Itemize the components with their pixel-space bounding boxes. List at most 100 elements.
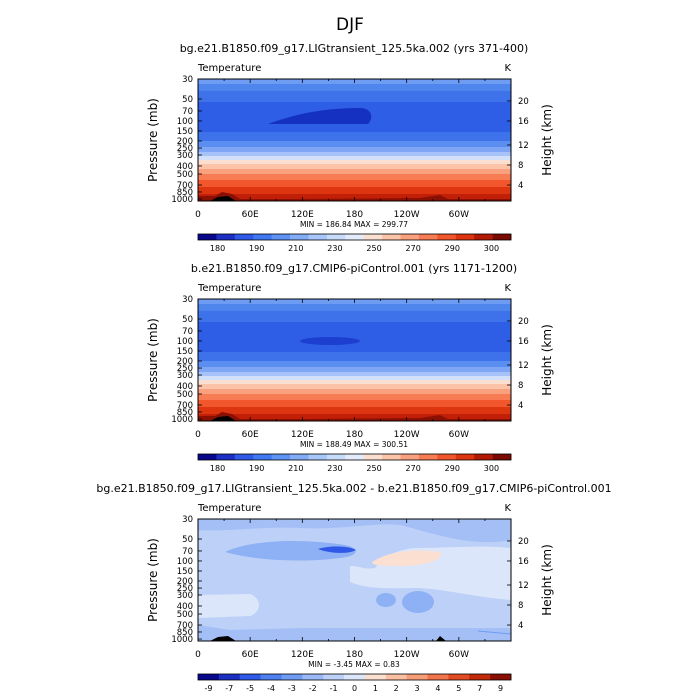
panel-1-right-label: K bbox=[504, 63, 511, 74]
panel-1-ylabel: Pressure (mb) bbox=[146, 98, 160, 182]
panel-1-colorbar-swatch bbox=[198, 234, 217, 240]
panel-3-left-label: Temperature bbox=[197, 503, 261, 514]
panel-2-colorbar-label: 180 bbox=[210, 464, 225, 473]
panel-3-y-tick-label: 100 bbox=[177, 557, 193, 567]
panel-3-y-tick-label: 150 bbox=[177, 567, 193, 577]
panel-1-colorbar-label: 230 bbox=[327, 244, 342, 253]
panel-2-y-tick-label: 250 bbox=[177, 364, 193, 374]
panel-2-colorbar-swatch bbox=[363, 454, 383, 460]
panel-1-colorbar-swatch bbox=[290, 234, 309, 240]
panel-1-y-tick-label: 500 bbox=[177, 170, 193, 180]
panel-3-colorbar-label: 2 bbox=[394, 684, 399, 693]
panel-3-colorbar-swatch bbox=[385, 674, 407, 680]
panel-3-ylabel: Pressure (mb) bbox=[146, 538, 160, 622]
panel-3-colorbar-swatch bbox=[448, 674, 470, 680]
panel-3-colorbar-label: -9 bbox=[204, 684, 212, 693]
panel-1-height-tick-label: 4 bbox=[518, 181, 523, 191]
panel-3-y-tick-label: 300 bbox=[177, 591, 193, 601]
panel-1-height-tick-label: 8 bbox=[518, 161, 523, 171]
panel-2-height-tick-label: 16 bbox=[518, 337, 529, 347]
panel-2-x-tick-label: 180 bbox=[346, 430, 363, 440]
panel-3-colorbar-swatch bbox=[406, 674, 428, 680]
panel-2-ylabel-right: Height (km) bbox=[540, 324, 554, 395]
panel-3-right-label: K bbox=[504, 503, 511, 514]
panel-1-colorbar-label: 190 bbox=[249, 244, 264, 253]
panel-1-x-tick-label: 60E bbox=[242, 210, 259, 220]
panel-2-y-tick-label: 70 bbox=[182, 327, 193, 337]
panel-3-height-tick-label: 12 bbox=[518, 581, 529, 591]
panel-1-stats: MIN = 186.84 MAX = 299.77 bbox=[300, 220, 408, 229]
panel-1-x-tick-label: 0 bbox=[195, 210, 201, 220]
panel-2-y-tick-label: 700 bbox=[177, 401, 193, 411]
panel-1-colorbar-swatch bbox=[382, 234, 401, 240]
panel-2-colorbar-label: 270 bbox=[406, 464, 421, 473]
panel-1-colorbar-swatch bbox=[474, 234, 493, 240]
panel-2-colorbar-swatch bbox=[271, 454, 291, 460]
panel-1-y-tick-label: 200 bbox=[177, 137, 193, 147]
panel-2-y-tick-label: 300 bbox=[177, 371, 193, 381]
panel-2-y-tick-label: 400 bbox=[177, 382, 193, 392]
panel-3-colorbar-label: 5 bbox=[456, 684, 461, 693]
panel-3-colorbar-swatch bbox=[198, 674, 220, 680]
panel-3-colorbar-label: -3 bbox=[288, 684, 296, 693]
panel-3-height-tick-label: 20 bbox=[518, 537, 529, 547]
panel-2-colorbar-swatch bbox=[474, 454, 493, 460]
panel-3-colorbar-frame bbox=[197, 673, 512, 681]
panel-1-colorbar-swatch bbox=[308, 234, 328, 240]
panel-3-x-tick-label: 120W bbox=[394, 650, 420, 660]
panel-1-colorbar-swatch bbox=[271, 234, 291, 240]
panel-1-x-tick-label: 120W bbox=[394, 210, 420, 220]
panel-3-x-tick-label: 60W bbox=[449, 650, 469, 660]
panel-2-colorbar-swatch bbox=[234, 454, 254, 460]
panel-2-y-tick-label: 850 bbox=[177, 408, 193, 418]
panel-2-colorbar-swatch bbox=[308, 454, 328, 460]
panel-1-colorbar-swatch bbox=[492, 234, 512, 240]
panel-3-plot bbox=[198, 519, 511, 641]
panel-1-y-tick-label: 250 bbox=[177, 144, 193, 154]
panel-1-colorbar-swatch bbox=[345, 234, 365, 240]
panel-2-colorbar-label: 250 bbox=[366, 464, 381, 473]
panel-3-colorbar-swatch bbox=[469, 674, 491, 680]
panel-2-height-tick-label: 20 bbox=[518, 317, 529, 327]
panel-3-ylabel-right: Height (km) bbox=[540, 544, 554, 615]
panel-2-y-tick-label: 30 bbox=[182, 295, 193, 305]
panel-1-title: bg.e21.B1850.f09_g17.LIGtransient_125.5k… bbox=[180, 42, 529, 55]
panel-2-height-tick-label: 12 bbox=[518, 361, 529, 371]
panel-3-colorbar-swatch bbox=[260, 674, 282, 680]
panel-3-height-tick-label: 16 bbox=[518, 557, 529, 567]
panel-3-colorbar-swatch bbox=[490, 674, 512, 680]
panel-2-colorbar-label: 210 bbox=[288, 464, 303, 473]
panel-1-colorbar-label: 180 bbox=[210, 244, 225, 253]
panel-1-y-tick-label: 100 bbox=[177, 117, 193, 127]
panel-2-y-tick-label: 100 bbox=[177, 337, 193, 347]
panel-3-colorbar-label: -2 bbox=[309, 684, 317, 693]
panel-3-x-tick-label: 60E bbox=[242, 650, 259, 660]
panel-2-x-tick-label: 60E bbox=[242, 430, 259, 440]
panel-1-x-tick-label: 60W bbox=[449, 210, 469, 220]
panel-2-y-tick-label: 500 bbox=[177, 390, 193, 400]
panel-1-y-tick-label: 300 bbox=[177, 151, 193, 161]
panel-2-colorbar-swatch bbox=[290, 454, 309, 460]
panel-2-title: b.e21.B1850.f09_g17.CMIP6-piControl.001 … bbox=[191, 262, 517, 275]
panel-2-colorbar-label: 300 bbox=[484, 464, 499, 473]
panel-3-x-tick-label: 120E bbox=[291, 650, 314, 660]
panel-3-y-tick-label: 850 bbox=[177, 628, 193, 638]
page-title: DJF bbox=[336, 15, 364, 35]
panel-3-colorbar-label: 9 bbox=[498, 684, 503, 693]
panel-3-y-tick-label: 500 bbox=[177, 610, 193, 620]
panel-2-colorbar-swatch bbox=[455, 454, 475, 460]
panel-3-colorbar-swatch bbox=[302, 674, 324, 680]
panel-2: b.e21.B1850.f09_g17.CMIP6-piControl.001 … bbox=[146, 262, 554, 473]
panel-2-y-tick-label: 200 bbox=[177, 357, 193, 367]
panel-3-colorbar-label: -5 bbox=[246, 684, 254, 693]
panel-3-x-tick-label: 180 bbox=[346, 650, 363, 660]
panel-2-colorbar-swatch bbox=[253, 454, 272, 460]
panel-1-x-tick-label: 120E bbox=[291, 210, 314, 220]
panel-2-x-tick-label: 120W bbox=[394, 430, 420, 440]
panel-1-ylabel-right: Height (km) bbox=[540, 104, 554, 175]
panel-1-height-tick-label: 20 bbox=[518, 97, 529, 107]
panel-3-colorbar-swatch bbox=[344, 674, 366, 680]
panel-2-x-tick-label: 60W bbox=[449, 430, 469, 440]
panel-1-colorbar-swatch bbox=[326, 234, 346, 240]
panel-2-x-tick-label: 120E bbox=[291, 430, 314, 440]
